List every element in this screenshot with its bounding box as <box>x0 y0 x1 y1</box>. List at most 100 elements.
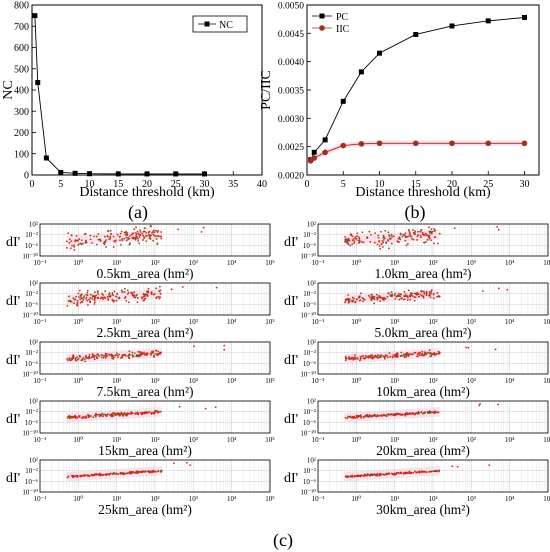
scatter-data-point <box>111 292 114 294</box>
scatter-data-point <box>362 475 365 478</box>
scatter-data-point <box>373 302 375 305</box>
scatter-plot-frame <box>317 341 549 375</box>
scatter-xtick-label: 10² <box>150 377 159 385</box>
scatter-data-point <box>97 473 100 476</box>
scatter-data-point <box>87 357 90 360</box>
scatter-data-point <box>404 232 407 235</box>
scatter-data-point <box>456 465 459 468</box>
scatter-xlabel: 2.5km_area (hm²) <box>96 325 193 340</box>
scatter-xtick-label: 10⁵ <box>265 377 275 385</box>
scatter-xtick-label: 10³ <box>189 495 198 503</box>
scatter-data-point <box>111 414 114 416</box>
scatter-data-point <box>374 354 376 357</box>
scatter-data-point <box>75 359 77 362</box>
scatter-data-point <box>348 356 351 358</box>
scatter-data-point <box>366 474 368 477</box>
scatter-data-point <box>98 355 100 358</box>
scatter-data-point <box>143 227 146 230</box>
scatter-data-point <box>87 304 89 306</box>
scatter-data-point <box>136 294 138 296</box>
scatter-data-point <box>429 294 432 296</box>
scatter-data-point <box>391 236 393 238</box>
scatter-data-point <box>356 235 358 238</box>
scatter-ytick-label: 10⁻² <box>25 349 38 357</box>
scatter-data-point <box>497 228 500 231</box>
panel-a-series-line <box>34 15 205 175</box>
scatter-data-point <box>102 355 105 357</box>
scatter-data-point <box>73 244 75 247</box>
scatter-data-point <box>69 415 71 418</box>
scatter-data-point <box>96 357 99 360</box>
scatter-data-point <box>497 403 499 406</box>
scatter-data-point <box>353 415 355 418</box>
scatter-data-point <box>145 232 148 234</box>
scatter-data-point <box>85 296 88 299</box>
scatter-data-point <box>352 357 355 359</box>
panel-a-xtick-label: 15 <box>113 179 123 190</box>
scatter-data-point <box>143 351 146 354</box>
scatter-ylabel: dI' <box>284 294 298 309</box>
scatter-xtick-label: 10³ <box>467 318 476 326</box>
scatter-data-point <box>116 233 119 236</box>
scatter-data-point <box>154 353 157 355</box>
scatter-data-point <box>96 243 98 246</box>
scatter-data-point <box>425 353 428 355</box>
scatter-xlabel: 20km_area (hm²) <box>376 443 470 458</box>
scatter-data-point <box>131 351 134 354</box>
scatter-data-point <box>416 292 419 294</box>
scatter-data-point <box>436 292 439 294</box>
panel-a-legend: NC <box>192 15 248 33</box>
scatter-xtick-label: 10⁴ <box>227 259 237 267</box>
scatter-data-point <box>119 232 122 235</box>
scatter-data-point <box>393 472 396 475</box>
scatter-data-point <box>139 471 142 473</box>
scatter-ytick-label: 10⁻¹⁰ <box>300 489 316 497</box>
scatter-data-point <box>78 296 80 299</box>
scatter-xtick-label: 10² <box>428 377 437 385</box>
scatter-data-point <box>67 359 69 362</box>
scatter-data-point <box>77 357 80 360</box>
scatter-data-point <box>68 295 70 298</box>
scatter-data-point <box>71 245 73 247</box>
scatter-data-point <box>423 241 425 244</box>
scatter-data-point <box>110 233 112 236</box>
scatter-data-point <box>423 411 426 414</box>
scatter-data-point <box>72 297 75 300</box>
scatter-data-point <box>416 294 418 296</box>
scatter-data-point <box>126 293 129 295</box>
scatter-data-point <box>356 416 359 419</box>
scatter-data-point <box>377 356 380 359</box>
scatter-data-point <box>351 296 354 299</box>
scatter-data-point <box>494 348 497 351</box>
scatter-data-point <box>373 241 376 244</box>
scatter-data-point <box>344 416 347 419</box>
scatter-panel: 10⁻¹ 10⁰ 10¹ 10² 10³ 10⁴ 10⁵ 10² 10⁻² 10⁻⁶ 10⁻¹⁰dI… <box>6 280 275 341</box>
scatter-xtick-label: 10⁻¹ <box>34 318 47 326</box>
scatter-data-point <box>403 472 406 474</box>
scatter-data-point <box>410 292 412 294</box>
panel-b-legend-marker-pc <box>319 13 325 19</box>
scatter-data-point <box>386 295 389 298</box>
panel-b-ytick-label: 0.0045 <box>278 30 304 40</box>
scatter-data-point <box>370 354 373 357</box>
scatter-xtick-label: 10⁰ <box>351 495 361 503</box>
scatter-panel: 10⁻¹ 10⁰ 10¹ 10² 10³ 10⁴ 10⁵ 10² 10⁻² 10⁻⁶ 10⁻¹⁰dI… <box>284 398 550 459</box>
scatter-data-point <box>93 354 96 357</box>
scatter-data-point <box>433 351 436 354</box>
scatter-data-point <box>421 352 423 355</box>
scatter-data-point <box>376 474 379 477</box>
scatter-data-point <box>72 475 75 477</box>
scatter-data-point <box>81 239 83 242</box>
scatter-data-point <box>93 358 96 361</box>
scatter-data-point <box>413 292 416 295</box>
scatter-xtick-label: 10³ <box>189 377 198 385</box>
scatter-data-point <box>387 292 390 295</box>
scatter-data-point <box>497 287 500 290</box>
scatter-data-point <box>74 240 76 243</box>
scatter-ytick-label: 10⁻¹⁰ <box>22 371 38 379</box>
scatter-data-point <box>127 291 130 294</box>
scatter-xtick-label: 10² <box>150 436 159 444</box>
scatter-data-point <box>124 234 127 236</box>
scatter-data-point <box>133 291 136 293</box>
scatter-data-point <box>358 475 361 477</box>
